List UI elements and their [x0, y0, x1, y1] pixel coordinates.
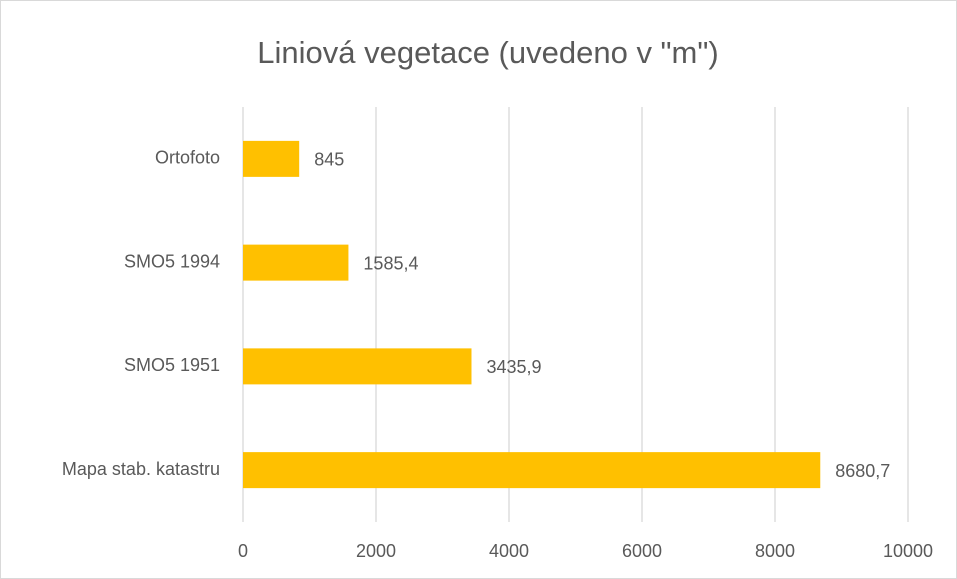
y-tick-label: SMO5 1951: [124, 355, 220, 375]
x-tick-label: 4000: [489, 541, 529, 561]
data-label: 1585,4: [363, 253, 418, 273]
bar: [243, 452, 821, 489]
x-tick-label: 10000: [883, 541, 933, 561]
x-tick-label: 8000: [755, 541, 795, 561]
bar: [243, 244, 349, 281]
y-tick-label: Mapa stab. katastru: [62, 459, 220, 479]
x-tick-label: 2000: [356, 541, 396, 561]
y-tick-label: SMO5 1994: [124, 251, 220, 271]
bar: [243, 140, 300, 177]
x-tick-label: 0: [238, 541, 248, 561]
chart-title: Liniová vegetace (uvedeno v "m"): [257, 35, 718, 70]
data-label: 8680,7: [835, 461, 890, 481]
data-label: 845: [314, 150, 344, 170]
data-label: 3435,9: [486, 357, 541, 377]
x-tick-label: 6000: [622, 541, 662, 561]
y-tick-label: Ortofoto: [155, 148, 220, 168]
bar: [243, 348, 472, 385]
